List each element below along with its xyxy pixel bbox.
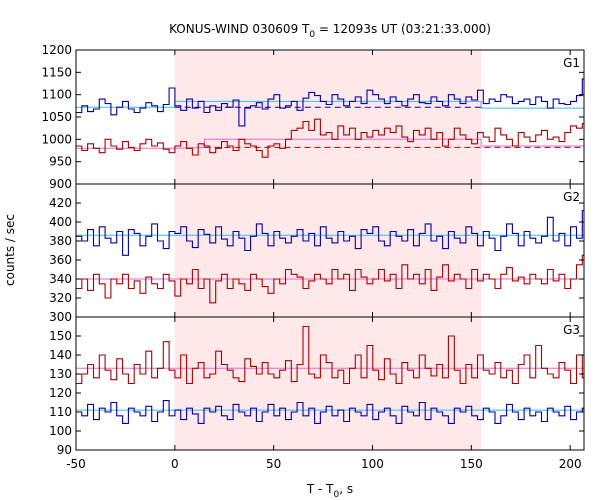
y-tick-label: 130	[49, 367, 72, 381]
series-blue-histogram	[76, 400, 584, 424]
panel-data	[76, 325, 584, 424]
x-tick-label: 150	[460, 457, 483, 471]
y-tick-label: 360	[49, 253, 72, 267]
y-tick-label: 900	[49, 177, 72, 191]
y-tick-label: 1150	[41, 65, 72, 79]
x-axis-label-subscript: 0	[334, 490, 340, 500]
y-tick-label: 340	[49, 272, 72, 286]
x-axis-label-rest: , s	[339, 482, 353, 496]
y-tick-label: 420	[49, 196, 72, 210]
x-tick-label: 50	[266, 457, 281, 471]
x-tick-label: 200	[559, 457, 582, 471]
chart-title-rest: = 12093s UT (03:21:33.000)	[315, 22, 491, 36]
y-tick-label: 400	[49, 215, 72, 229]
y-tick-label: 300	[49, 310, 72, 324]
panel-g3: 90 100 110 120 130 140 150 G3	[49, 316, 585, 457]
chart-title-main: KONUS-WIND 030609 T	[169, 22, 310, 36]
highlight-interval	[174, 184, 482, 317]
y-tick-label: 1100	[41, 88, 72, 102]
y-tick-label: 140	[49, 348, 72, 362]
y-tick-label: 100	[49, 424, 72, 438]
y-tick-label: 150	[49, 329, 72, 343]
chart-title: KONUS-WIND 030609 T0 = 12093s UT (03:21:…	[169, 22, 491, 40]
panel-g2: 300 320 340 360 380 400 420 G2	[49, 183, 585, 324]
y-tick-label: 1050	[41, 110, 72, 124]
panel-g1: 900 950 1000 1050 1100 1150 1200 G1	[41, 43, 585, 191]
x-tick-label: 100	[361, 457, 384, 471]
plot-area: 90095010001050110011501200G1300320340360…	[41, 43, 585, 471]
panel-label: G1	[563, 56, 580, 70]
y-axis-label: counts / sec	[3, 214, 17, 286]
x-tick-label: 0	[171, 457, 179, 471]
y-tick-label: 90	[57, 443, 72, 457]
highlight-interval	[174, 317, 482, 450]
y-tick-label: 1000	[41, 132, 72, 146]
series-red-histogram	[76, 254, 584, 304]
x-tick-label: -50	[66, 457, 86, 471]
y-tick-label: 120	[49, 386, 72, 400]
series-red-histogram	[76, 325, 584, 385]
series-blue-histogram	[76, 78, 584, 127]
y-tick-label: 110	[49, 405, 72, 419]
x-axis-label-main: T - T	[306, 482, 334, 496]
panel-data	[76, 78, 584, 158]
x-axis-label: T - T0, s	[306, 482, 353, 500]
y-tick-label: 380	[49, 234, 72, 248]
panel-data	[76, 210, 584, 304]
panel-frame	[75, 316, 585, 451]
y-tick-label: 950	[49, 155, 72, 169]
series-red-histogram	[76, 118, 584, 158]
series-blue-histogram	[76, 210, 584, 256]
chart-title-subscript: 0	[309, 30, 315, 40]
y-tick-label: 320	[49, 291, 72, 305]
panel-label: G2	[563, 190, 580, 204]
highlight-interval	[174, 50, 482, 184]
panel-label: G3	[563, 323, 580, 337]
fit-line-fit_blue	[76, 100, 584, 109]
y-tick-label: 1200	[41, 43, 72, 57]
